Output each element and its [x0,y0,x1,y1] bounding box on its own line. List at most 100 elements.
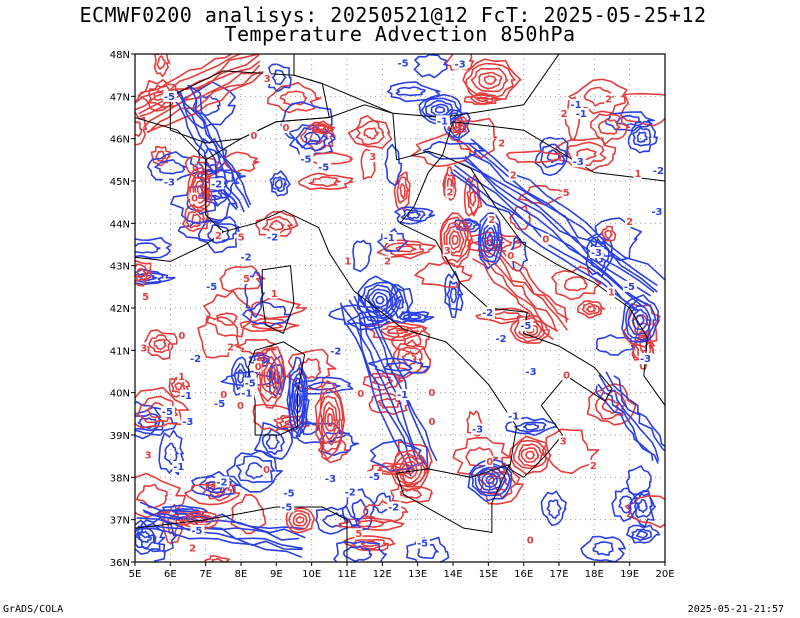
contour-label: 2 [588,459,597,472]
contour-label: 0 [525,534,534,547]
lat-tick-label: 45N [110,177,130,188]
contour-label: -2 [494,333,509,345]
lon-tick-label: 6E [164,569,177,580]
contour-label-text: 2 [215,231,222,242]
contour-label: 0 [427,387,436,399]
contour-label-bg [494,333,509,345]
contour-label-bg [638,353,653,365]
contour-line [271,176,287,193]
contour-line [452,117,497,159]
contour-label: 1 [343,255,352,268]
lat-tick-label: 37N [110,516,130,527]
contour-line [193,516,207,524]
title-line-1: ECMWF0200 analisys: 20250521@12 FcT: 202… [79,3,707,27]
contour-line [367,462,415,476]
contour-line [289,372,306,431]
contour-label-text: 0 [282,123,289,134]
contour-label-bg [190,192,199,204]
contour-label: 2 [213,229,222,242]
contour-label-bg [323,472,338,484]
contour-label-bg [317,161,332,173]
contour-label: -3 [638,353,653,365]
contour-line [597,383,659,464]
contour-label-text: 0 [178,331,185,342]
contour-line [373,492,394,514]
contour-label-text: 3 [369,152,376,163]
contour-line [551,265,602,301]
contour-label-text: -3 [325,474,336,485]
contour-label-text: -5 [191,526,202,537]
contour-line [394,206,436,225]
contour-line [448,230,461,251]
coast-corsica [261,265,295,334]
contour-label-bg [606,286,615,298]
contour-label-bg [172,461,187,473]
contour-line [256,357,265,363]
contour-line [292,377,305,422]
contour-label-text: -5 [369,472,380,483]
contour-label: 5 [141,291,150,303]
contour-line [586,305,597,313]
contour-line [367,357,430,378]
contour-label: -3 [181,416,196,428]
contour-line [396,176,410,204]
contour-line [364,284,397,317]
contour-line [207,224,230,244]
contour-label-bg [442,245,451,257]
contour-label-text: 5 [142,292,149,303]
contour-label-bg [141,291,150,303]
contour-label-bg [160,405,175,417]
lat-tick-label: 36N [110,558,130,569]
contour-line [636,131,648,144]
contour-label-bg [559,107,568,119]
contour-line [476,96,490,103]
contour-line [470,67,509,93]
contour-line [260,355,279,396]
contour-label-text: 3 [145,450,152,461]
contour-line [263,361,277,388]
contour-line [351,498,369,520]
contour-line [308,176,341,188]
lon-tick-label: 8E [235,569,248,580]
contour-line [595,385,654,461]
contour-line [219,265,266,293]
contour-label-text: 0 [527,536,534,547]
contour-label: 1 [606,286,615,299]
contour-label: 0 [219,388,228,401]
contour-label-text: 5 [238,233,245,244]
contour-line [181,510,219,530]
coastlines [135,54,665,562]
contour-label: -5 [622,280,637,293]
contour-label-text: 0 [507,251,514,262]
contour-line [324,407,336,432]
contour-line [230,494,267,535]
contour-label: 2 [625,215,634,228]
contour-line [135,54,233,106]
contour-label-text: 1 [634,169,641,180]
contour-line [487,470,518,500]
contour-label-bg [650,206,665,218]
contour-line [395,86,426,97]
contour-label: 2 [604,93,613,105]
contour-line [540,143,567,169]
contour-label-bg [588,459,597,471]
contour-label: -3 [571,156,586,168]
contour-line [176,89,239,209]
contour-line [266,367,274,382]
contour-label: -5 [396,57,411,69]
contour-line [484,227,496,253]
contour-line [252,403,295,432]
contour-line [477,462,524,505]
contour-label-text: 5 [355,529,362,540]
contour-line [387,81,441,103]
contour-label-bg [470,423,485,435]
coast-sicily [396,464,510,533]
contour-line [470,138,665,282]
contour-label-text: 2 [561,109,568,120]
contour-label-bg [299,153,314,165]
contour-label-text: 2 [605,94,612,105]
contour-label-bg [541,233,550,245]
contour-label: -3 [589,247,604,259]
contour-line [485,475,495,485]
contour-line [417,543,439,559]
